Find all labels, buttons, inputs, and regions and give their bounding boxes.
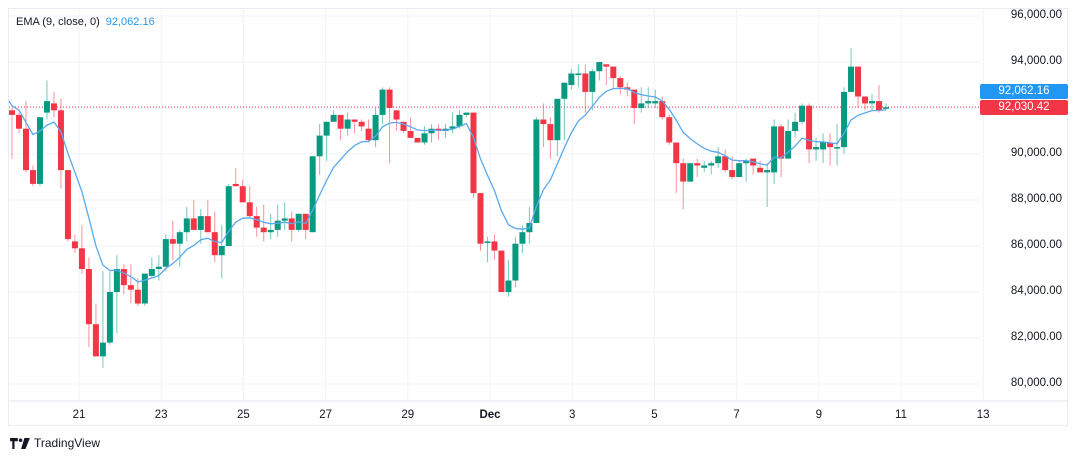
x-tick-label: 5 xyxy=(651,409,658,421)
x-tick-label: 27 xyxy=(319,409,332,421)
chart-frame xyxy=(8,8,1068,426)
x-tick-label: 23 xyxy=(154,409,168,421)
grid-lines xyxy=(9,9,984,401)
x-tick-label: 21 xyxy=(72,409,86,421)
indicator-legend[interactable]: EMA (9, close, 0) 92,062.16 xyxy=(16,16,155,28)
x-tick-label: 29 xyxy=(401,409,415,421)
y-tick-label: 86,000.00 xyxy=(1010,239,1062,251)
ema-price-label: 92,062.16 xyxy=(980,84,1068,99)
x-tick-label: Dec xyxy=(479,409,501,421)
x-tick-label: 3 xyxy=(568,409,576,421)
y-tick-label: 84,000.00 xyxy=(1010,285,1062,297)
y-tick-label: 88,000.00 xyxy=(1010,193,1062,205)
y-tick-label: 94,000.00 xyxy=(1010,55,1062,67)
x-tick-label: 9 xyxy=(815,409,822,421)
x-tick-label: 13 xyxy=(976,409,990,421)
x-tick-label: 11 xyxy=(895,409,907,421)
y-tick-label: 80,000.00 xyxy=(1010,377,1062,389)
tradingview-logo-icon xyxy=(10,437,30,449)
brand-name: TradingView xyxy=(34,436,101,450)
y-tick-label: 96,000.00 xyxy=(1010,9,1062,21)
ema-line xyxy=(8,87,887,283)
tradingview-branding[interactable]: TradingView xyxy=(10,436,100,450)
indicator-label: EMA (9, close, 0) xyxy=(16,16,100,28)
x-tick-label: 25 xyxy=(236,409,250,421)
candlesticks xyxy=(9,48,889,368)
x-tick-label: 7 xyxy=(733,409,740,421)
y-tick-label: 90,000.00 xyxy=(1010,147,1062,159)
indicator-value: 92,062.16 xyxy=(105,16,155,28)
last-price-label: 92,030.42 xyxy=(980,100,1068,115)
y-tick-label: 82,000.00 xyxy=(1010,331,1062,343)
